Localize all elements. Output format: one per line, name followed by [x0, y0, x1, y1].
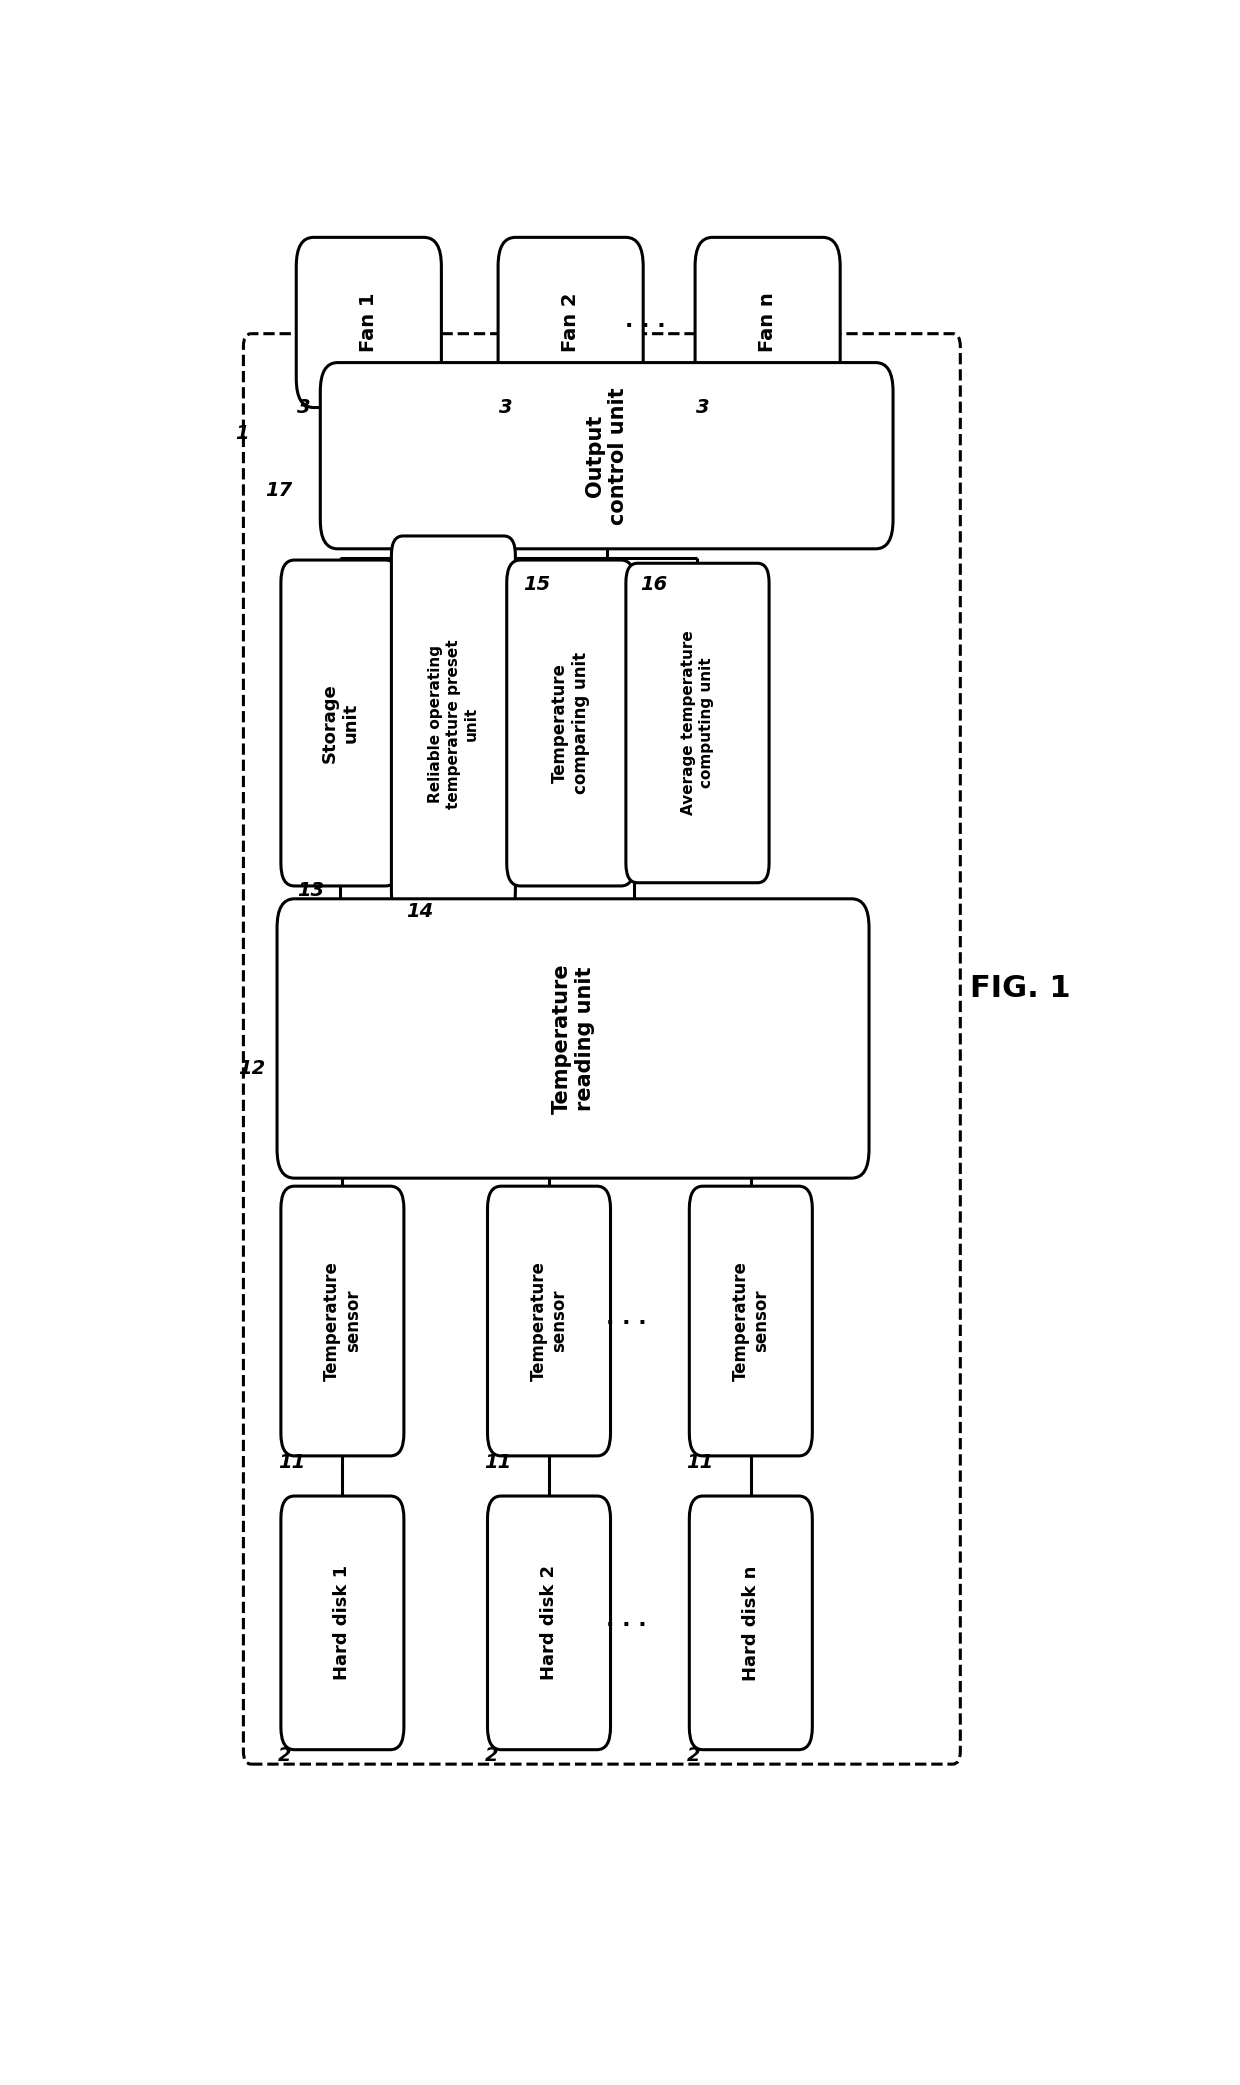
Text: Reliable operating
temperature preset
unit: Reliable operating temperature preset un… — [429, 638, 479, 809]
FancyBboxPatch shape — [487, 1186, 610, 1455]
FancyBboxPatch shape — [320, 363, 893, 548]
Text: Temperature
sensor: Temperature sensor — [529, 1261, 568, 1380]
Text: Temperature
sensor: Temperature sensor — [322, 1261, 362, 1380]
FancyBboxPatch shape — [296, 238, 441, 407]
Text: 11: 11 — [687, 1453, 714, 1472]
Text: 13: 13 — [298, 882, 325, 901]
Text: Fan 1: Fan 1 — [360, 292, 378, 352]
FancyBboxPatch shape — [487, 1497, 610, 1749]
Text: . . .: . . . — [605, 1307, 646, 1328]
FancyBboxPatch shape — [281, 561, 399, 886]
Text: Temperature
comparing unit: Temperature comparing unit — [552, 653, 590, 794]
Text: 12: 12 — [238, 1059, 265, 1078]
Text: Output
control unit: Output control unit — [585, 388, 629, 525]
FancyBboxPatch shape — [281, 1186, 404, 1455]
Text: 3: 3 — [696, 398, 709, 417]
FancyBboxPatch shape — [498, 238, 644, 407]
Text: 11: 11 — [485, 1453, 512, 1472]
FancyBboxPatch shape — [507, 561, 635, 886]
Text: 15: 15 — [523, 575, 551, 594]
FancyBboxPatch shape — [277, 899, 869, 1178]
Text: Hard disk 1: Hard disk 1 — [334, 1566, 351, 1681]
Text: Temperature
sensor: Temperature sensor — [732, 1261, 770, 1380]
Text: Hard disk 2: Hard disk 2 — [539, 1566, 558, 1681]
Text: Fan 2: Fan 2 — [562, 292, 580, 352]
Text: Hard disk n: Hard disk n — [742, 1566, 760, 1681]
Text: . . .: . . . — [605, 1610, 646, 1630]
Text: Fan n: Fan n — [758, 292, 777, 352]
Text: . . .: . . . — [625, 311, 666, 332]
Text: 17: 17 — [265, 482, 293, 500]
Text: 14: 14 — [405, 903, 433, 922]
Text: 16: 16 — [640, 575, 667, 594]
Text: 3: 3 — [298, 398, 311, 417]
Text: Temperature
reading unit: Temperature reading unit — [552, 963, 595, 1113]
FancyBboxPatch shape — [392, 536, 516, 911]
Text: 2: 2 — [485, 1747, 498, 1766]
Text: Storage
unit: Storage unit — [321, 684, 360, 763]
Text: 11: 11 — [278, 1453, 305, 1472]
FancyBboxPatch shape — [281, 1497, 404, 1749]
FancyBboxPatch shape — [689, 1186, 812, 1455]
FancyBboxPatch shape — [696, 238, 841, 407]
Text: 1: 1 — [234, 423, 248, 442]
Text: FIG. 1: FIG. 1 — [970, 974, 1070, 1003]
Text: 2: 2 — [278, 1747, 291, 1766]
Text: 3: 3 — [498, 398, 512, 417]
Text: 2: 2 — [687, 1747, 701, 1766]
FancyBboxPatch shape — [689, 1497, 812, 1749]
Text: Average temperature
computing unit: Average temperature computing unit — [681, 630, 714, 815]
FancyBboxPatch shape — [626, 563, 769, 882]
